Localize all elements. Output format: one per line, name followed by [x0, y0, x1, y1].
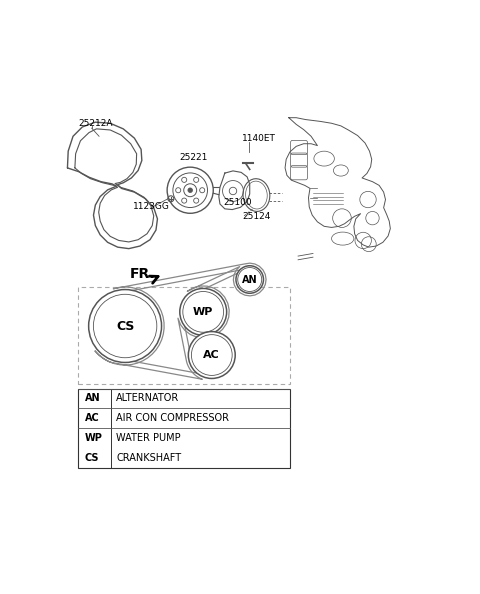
Circle shape — [180, 289, 227, 335]
Text: 1123GG: 1123GG — [133, 202, 170, 211]
Text: WP: WP — [84, 433, 102, 443]
Circle shape — [236, 266, 264, 293]
Bar — [78, 388, 290, 468]
Text: WATER PUMP: WATER PUMP — [116, 433, 181, 443]
Text: 25124: 25124 — [242, 212, 271, 221]
Text: 25221: 25221 — [179, 153, 207, 163]
Text: CS: CS — [84, 453, 99, 463]
Text: AN: AN — [84, 393, 100, 403]
Text: AIR CON COMPRESSOR: AIR CON COMPRESSOR — [116, 413, 229, 424]
Text: AC: AC — [204, 350, 220, 360]
Text: 25100: 25100 — [223, 198, 252, 207]
Text: 25212A: 25212A — [79, 119, 113, 128]
Circle shape — [188, 188, 192, 192]
Text: CS: CS — [116, 320, 134, 333]
Text: 1140ET: 1140ET — [242, 134, 276, 143]
Bar — [78, 287, 290, 384]
Circle shape — [89, 289, 162, 362]
Circle shape — [188, 331, 235, 378]
Text: WP: WP — [193, 307, 214, 317]
Text: AC: AC — [84, 413, 99, 424]
Text: FR.: FR. — [130, 267, 156, 280]
Text: ALTERNATOR: ALTERNATOR — [116, 393, 180, 403]
Text: CRANKSHAFT: CRANKSHAFT — [116, 453, 181, 463]
Text: AN: AN — [242, 274, 258, 285]
